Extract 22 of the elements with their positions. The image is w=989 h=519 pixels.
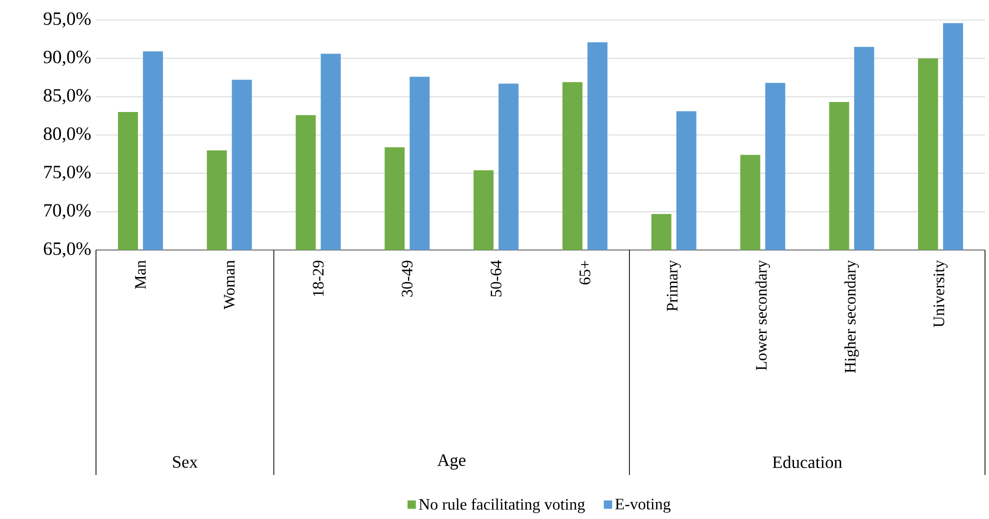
legend-label: E-voting bbox=[615, 498, 671, 513]
x-tick-label: Lower secondary bbox=[755, 260, 770, 370]
x-tick-label: Man bbox=[135, 260, 146, 289]
x-tick-label: University bbox=[934, 260, 948, 328]
y-tick-label: 90,0% bbox=[44, 50, 91, 66]
x-tick-label: Primary bbox=[666, 260, 681, 312]
y-tick-label: 70,0% bbox=[44, 204, 91, 220]
text: Sex bbox=[173, 456, 198, 468]
x-tick-label: 65+ bbox=[580, 260, 590, 284]
y-tick-label: 65,0% bbox=[44, 242, 91, 258]
y-tick-label: 95,0% bbox=[44, 12, 91, 28]
x-tick-label: 30-49 bbox=[402, 260, 413, 297]
x-tick-label: Higher secondary bbox=[844, 260, 859, 373]
x-tick-label: 50-64 bbox=[490, 260, 502, 296]
x-tick-label: 18-29 bbox=[312, 260, 324, 296]
y-tick-label: 75,0% bbox=[44, 166, 91, 181]
text: Education bbox=[772, 456, 842, 468]
text: Age bbox=[437, 454, 466, 470]
y-tick-label: 80,0% bbox=[44, 127, 91, 143]
legend-label: No rule facilitating voting bbox=[418, 498, 585, 514]
x-tick-label: Woman bbox=[224, 260, 235, 310]
y-tick-label: 85,0% bbox=[44, 89, 91, 104]
